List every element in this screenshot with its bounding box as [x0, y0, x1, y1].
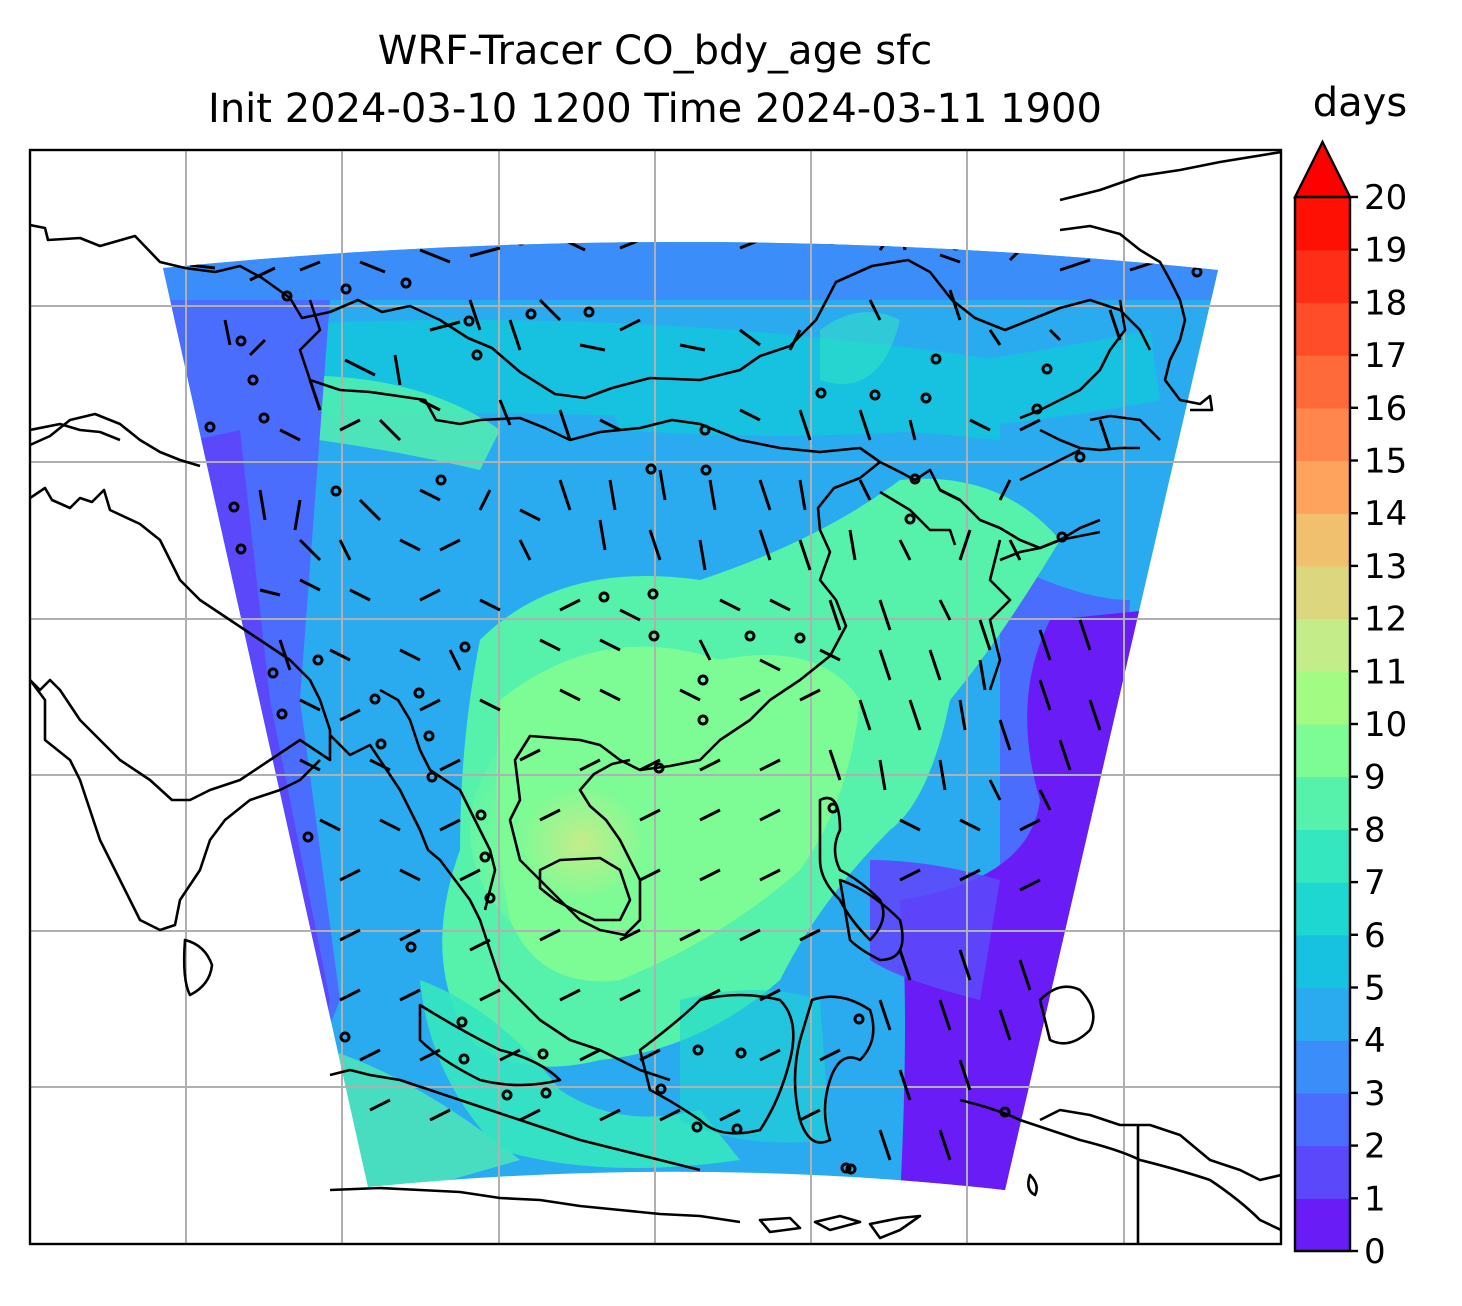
colorbar-tick-label: 14	[1364, 494, 1407, 534]
colorbar-extend-arrow	[1293, 139, 1352, 199]
colorbar-segment	[1295, 513, 1350, 567]
colorbar-tick-label: 17	[1364, 336, 1407, 376]
colorbar-segment	[1295, 1145, 1350, 1199]
colorbar-segment	[1295, 671, 1350, 725]
colorbar-segment	[1295, 460, 1350, 514]
colorbar-tick-label: 8	[1364, 810, 1386, 850]
colorbar-segment	[1295, 618, 1350, 672]
coastlines	[30, 150, 1281, 1244]
colorbar-segment	[1295, 249, 1350, 303]
map-title: WRF-Tracer CO_bdy_age sfc	[377, 28, 933, 74]
colorbar-segment	[1295, 407, 1350, 462]
colorbar-segment	[1295, 882, 1350, 936]
colorbar-tick-label: 0	[1364, 1232, 1386, 1272]
colorbar-tick-label: 5	[1364, 969, 1386, 1009]
colorbar-tick-label: 1	[1364, 1179, 1386, 1219]
colorbar-tick-label: 15	[1364, 442, 1407, 482]
gridlines	[30, 150, 1281, 1244]
colorbar-segment	[1295, 724, 1350, 778]
colorbar-segment	[1295, 1092, 1350, 1147]
colorbar-tick-label: 20	[1364, 178, 1407, 218]
wind-barbs	[189, 241, 1156, 1161]
colorbar-tick-label: 6	[1364, 916, 1386, 956]
colorbar-segment	[1295, 987, 1350, 1041]
colorbar	[1293, 139, 1358, 1253]
map-subtitle: Init 2024-03-10 1200 Time 2024-03-11 190…	[208, 86, 1102, 132]
colorbar-tick-label: 18	[1364, 283, 1407, 323]
colorbar-segment	[1295, 1198, 1350, 1252]
colorbar-segment	[1295, 934, 1350, 989]
colorbar-segment	[1295, 197, 1350, 251]
colorbar-tick-label: 19	[1364, 231, 1407, 271]
colorbar-tick-label: 10	[1364, 705, 1407, 745]
colorbar-segment	[1295, 829, 1350, 883]
colorbar-units-label: days	[1312, 80, 1408, 126]
colorbar-tick-label: 13	[1364, 547, 1407, 587]
colorbar-tick-label: 4	[1364, 1021, 1386, 1061]
map-frame	[28, 148, 1283, 1246]
colorbar-segment	[1295, 1040, 1350, 1094]
colorbar-tick-label: 2	[1364, 1127, 1386, 1167]
colorbar-tick-label: 11	[1364, 652, 1407, 692]
colorbar-segment	[1295, 776, 1350, 830]
colorbar-tick-label: 12	[1364, 600, 1407, 640]
colorbar-tick-label: 7	[1364, 863, 1386, 903]
map-area	[28, 148, 1283, 1246]
colorbar-tick-label: 9	[1364, 758, 1386, 798]
colorbar-tick-label: 3	[1364, 1074, 1386, 1114]
colorbar-segment	[1295, 302, 1350, 356]
colorbar-tick-label: 16	[1364, 389, 1407, 429]
colorbar-segment	[1295, 355, 1350, 409]
colorbar-segment	[1295, 565, 1350, 620]
